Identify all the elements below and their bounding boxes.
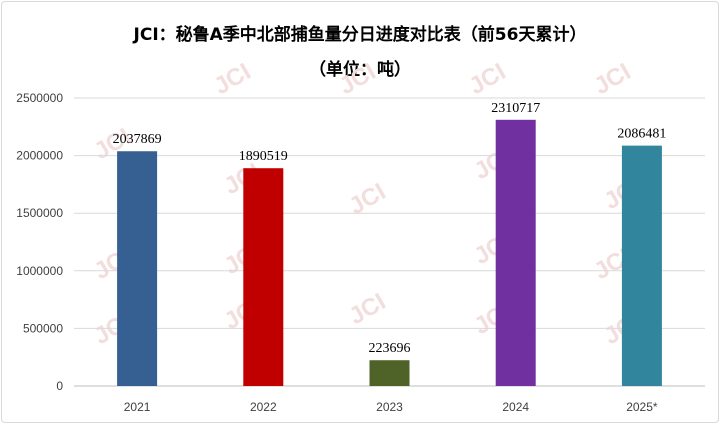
chart-subtitle: （单位：吨） <box>309 60 411 80</box>
bars <box>117 119 662 386</box>
chart-title: JCI：秘鲁A季中北部捕鱼量分日进度对比表（前56天累计） <box>133 25 587 45</box>
watermark: JCI <box>465 58 511 100</box>
x-tick-label: 2023 <box>376 400 403 414</box>
data-label: 2310717 <box>491 101 540 116</box>
bar-2024 <box>495 119 536 386</box>
y-tick-label: 2000000 <box>16 149 63 163</box>
bar-2023 <box>369 360 410 386</box>
watermark: JCI <box>345 178 391 220</box>
y-tick-label: 0 <box>56 379 63 393</box>
x-tick-label: 2024 <box>502 400 529 414</box>
bar-2025 <box>621 145 662 386</box>
bar-2022 <box>243 168 284 386</box>
watermark: JCI <box>335 58 381 100</box>
y-tick-label: 2500000 <box>16 91 63 105</box>
y-tick-label: 1000000 <box>16 264 63 278</box>
watermark: JCI <box>345 288 391 330</box>
y-axis-tick-labels: 0 500000 1000000 1500000 2000000 2500000 <box>16 91 63 393</box>
watermark: JCI <box>210 58 256 100</box>
x-tick-label: 2022 <box>250 400 277 414</box>
x-axis-tick-labels: 2021 2022 2023 2024 2025* <box>124 400 658 414</box>
watermark: JCI <box>590 58 636 100</box>
y-tick-label: 500000 <box>23 321 63 335</box>
bar-2021 <box>117 151 158 386</box>
data-label: 2037869 <box>113 132 162 147</box>
x-tick-label: 2025* <box>626 400 658 414</box>
gridlines <box>74 97 705 387</box>
data-label: 2086481 <box>617 127 666 142</box>
data-label: 223696 <box>369 341 411 356</box>
data-labels: 2037869 1890519 223696 2310717 2086481 <box>113 101 667 356</box>
y-tick-label: 1500000 <box>16 206 63 220</box>
data-label: 1890519 <box>239 149 288 164</box>
x-tick-label: 2021 <box>124 400 151 414</box>
